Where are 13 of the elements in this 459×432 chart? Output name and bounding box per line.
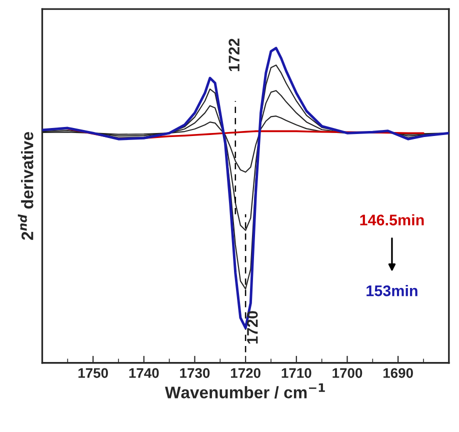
- x-axis-title: Wavenumber / cm$^{−1}$: [164, 383, 325, 399]
- ref-line-label: 1720: [246, 311, 258, 344]
- x-tick-label: 1700: [332, 368, 362, 378]
- x-tick-label: 1710: [282, 368, 312, 378]
- x-tick-label: 1730: [180, 368, 210, 378]
- annotation: 146.5min: [360, 214, 424, 226]
- y-axis-title: 2$^{nd}$ derivative: [18, 132, 34, 240]
- annotation: 153min: [366, 285, 418, 296]
- x-tick-label: 1720: [230, 368, 260, 378]
- x-tick-label: 1690: [383, 368, 413, 378]
- x-tick-label: 1740: [129, 368, 159, 378]
- x-tick-label: 1750: [78, 368, 108, 378]
- ref-line-label: 1722: [228, 38, 240, 72]
